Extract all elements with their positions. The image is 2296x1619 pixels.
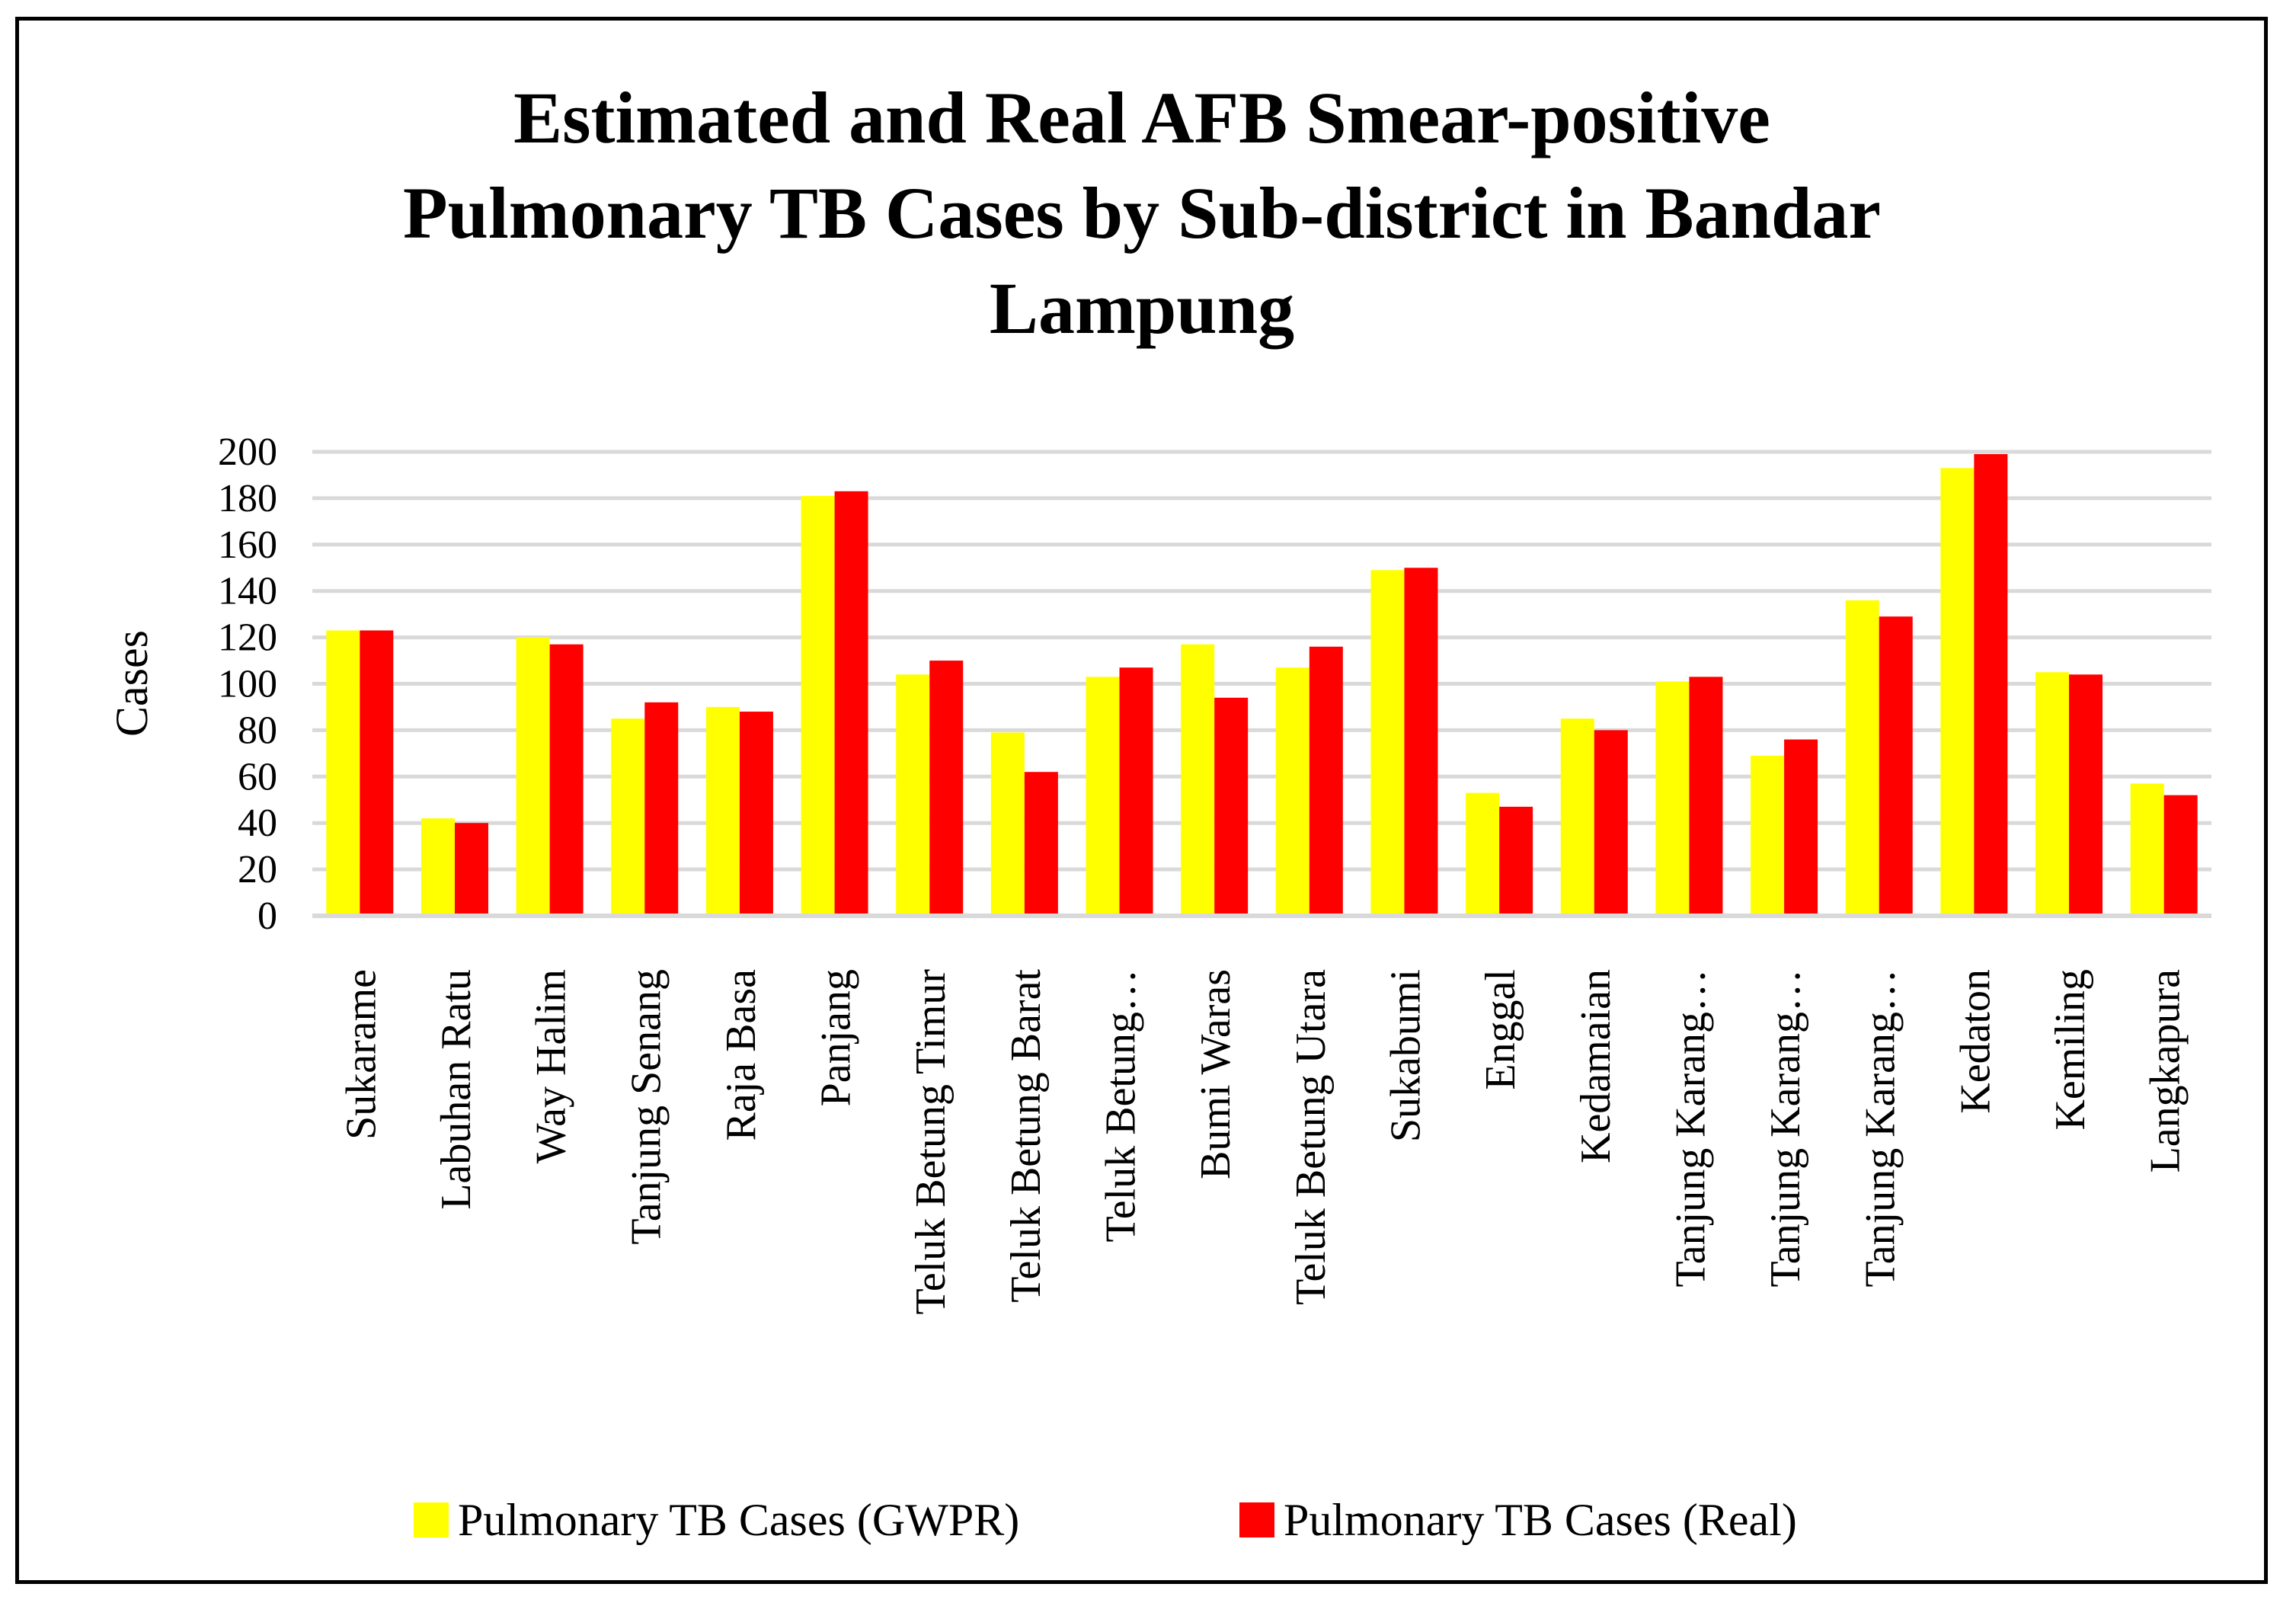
chart-title-line-1: Estimated and Real AFB Smear-positive xyxy=(513,77,1770,158)
bar-gwpr xyxy=(1560,718,1594,916)
bar-gwpr xyxy=(2035,672,2070,916)
chart-title-line-2: Pulmonary TB Cases by Sub-district in Ba… xyxy=(403,172,1881,254)
bar-gwpr xyxy=(1086,677,1120,916)
chart-frame: Estimated and Real AFB Smear-positive Pu… xyxy=(15,17,2268,1584)
legend-label-gwpr: Pulmonary TB Cases (GWPR) xyxy=(458,1495,1019,1545)
legend-swatch-gwpr xyxy=(414,1502,449,1537)
bar-gwpr xyxy=(2130,783,2164,916)
chart-title-line-3: Lampung xyxy=(990,267,1294,349)
x-category-label: Tanjung Karang… xyxy=(1857,969,1904,1288)
bar-gwpr xyxy=(1655,681,1690,916)
bar-real xyxy=(2069,674,2103,916)
x-category-label: Panjang xyxy=(813,969,860,1106)
bar-real xyxy=(2163,795,2198,916)
y-tick-label: 100 xyxy=(218,663,277,706)
x-category-label: Raja Basa xyxy=(718,969,765,1141)
bar-real xyxy=(1309,646,1343,916)
x-category-label: Way Halim xyxy=(528,969,575,1163)
x-category-label: Teluk Betung Utara xyxy=(1287,969,1335,1305)
bar-gwpr xyxy=(1751,755,1785,916)
bars xyxy=(326,454,2198,916)
bar-real xyxy=(1119,667,1153,916)
x-category-label: Tanjung Karang… xyxy=(1667,969,1714,1288)
y-tick-label: 140 xyxy=(218,570,277,613)
bar-gwpr xyxy=(421,818,455,916)
x-axis-category-labels: Sukarame Labuhan Ratu Way Halim Tanjung Sen… xyxy=(337,969,2189,1315)
y-tick-label: 80 xyxy=(238,709,277,752)
bar-real xyxy=(929,661,964,916)
bar-real xyxy=(1214,697,1249,916)
x-category-label: Enggal xyxy=(1477,969,1524,1090)
x-category-label: Teluk Betung Barat xyxy=(1003,969,1050,1303)
bar-real xyxy=(1784,739,1818,916)
legend-swatch-real xyxy=(1239,1502,1274,1537)
bar-real xyxy=(1689,677,1723,916)
bar-gwpr xyxy=(1845,600,1879,916)
x-category-label: Sukabumi xyxy=(1382,969,1429,1142)
y-tick-label: 0 xyxy=(257,894,277,938)
bar-gwpr xyxy=(611,718,645,916)
x-category-label: Labuhan Ratu xyxy=(433,969,480,1210)
x-category-label: Kemiling xyxy=(2047,969,2094,1131)
bar-real xyxy=(1499,806,1533,916)
bar-real xyxy=(644,702,679,916)
bar-real xyxy=(549,644,584,916)
bar-real xyxy=(1974,454,2008,916)
bar-real xyxy=(1404,568,1438,916)
bar-gwpr xyxy=(1181,644,1215,916)
y-tick-label: 60 xyxy=(238,755,277,798)
x-category-label: Teluk Betung… xyxy=(1098,969,1145,1242)
x-category-label: Sukarame xyxy=(337,969,385,1140)
y-tick-label: 40 xyxy=(238,802,277,845)
bar-real xyxy=(1879,616,1913,916)
legend-label-real: Pulmonary TB Cases (Real) xyxy=(1284,1495,1797,1545)
chart-title: Estimated and Real AFB Smear-positive Pu… xyxy=(403,77,1881,349)
x-category-label: Teluk Betung Timur xyxy=(907,969,955,1315)
bar-gwpr xyxy=(1466,792,1500,916)
bar-real xyxy=(834,491,868,916)
y-axis-title: Cases xyxy=(107,630,157,737)
bar-real xyxy=(1594,730,1628,916)
bar-real xyxy=(739,712,773,916)
bar-gwpr xyxy=(1940,468,1975,916)
x-category-label: Bumi Waras xyxy=(1192,969,1239,1179)
x-category-label: Kedamaian xyxy=(1572,969,1620,1163)
bar-gwpr xyxy=(1370,570,1405,916)
y-tick-label: 120 xyxy=(218,616,277,660)
legend: Pulmonary TB Cases (GWPR) Pulmonary TB C… xyxy=(414,1495,1797,1545)
y-tick-label: 160 xyxy=(218,523,277,567)
bar-chart: Estimated and Real AFB Smear-positive Pu… xyxy=(107,77,2211,1545)
x-category-label: Langkapura xyxy=(2142,969,2189,1173)
bar-gwpr xyxy=(896,674,930,916)
bar-real xyxy=(360,630,394,916)
bar-real xyxy=(1024,772,1058,916)
bar-gwpr xyxy=(326,630,360,916)
y-tick-label: 180 xyxy=(218,477,277,520)
x-category-label: Tanjung Karang… xyxy=(1762,969,1809,1288)
x-category-label: Kedaton xyxy=(1952,969,1999,1114)
y-tick-label: 20 xyxy=(238,848,277,891)
bar-gwpr xyxy=(516,637,550,916)
gridlines xyxy=(312,450,2211,872)
x-category-label: Tanjung Senang xyxy=(622,969,670,1245)
bar-gwpr xyxy=(990,732,1025,916)
bar-gwpr xyxy=(705,706,740,916)
bar-gwpr xyxy=(1275,667,1309,916)
bar-gwpr xyxy=(801,495,835,916)
y-tick-label: 200 xyxy=(218,430,277,474)
bar-real xyxy=(454,823,488,916)
